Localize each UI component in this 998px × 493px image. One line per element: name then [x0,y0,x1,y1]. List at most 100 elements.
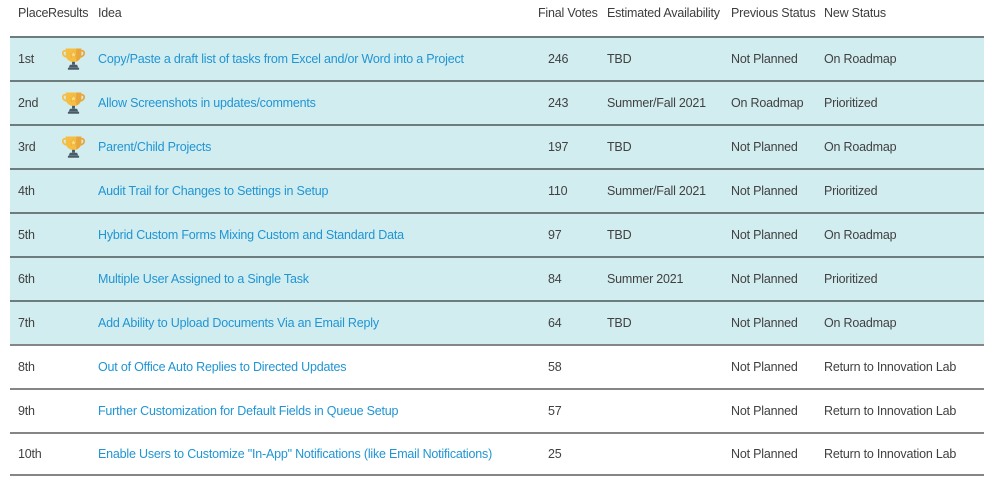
idea-cell: Parent/Child Projects [98,140,538,154]
table-row: 10th Enable Users to Customize "In-App" [10,432,984,476]
new-status-cell: Return to Innovation Lab [824,447,957,461]
column-header-final-votes: Final Votes [538,6,598,20]
estimated-availability-cell: TBD [607,316,632,330]
results-cell [48,441,98,467]
previous-status-cell: Not Planned [731,316,798,330]
trophy-icon [61,136,85,158]
idea-link[interactable]: Multiple User Assigned to a Single Task [98,272,309,286]
table-row: 9th Further Customization for Default F [10,388,984,432]
idea-link[interactable]: Allow Screenshots in updates/comments [98,96,316,110]
idea-link[interactable]: Hybrid Custom Forms Mixing Custom and St… [98,228,404,242]
new-status-cell: On Roadmap [824,228,897,242]
idea-cell: Add Ability to Upload Documents Via an E… [98,316,538,330]
idea-cell: Copy/Paste a draft list of tasks from Ex… [98,52,538,66]
idea-link[interactable]: Enable Users to Customize "In-App" Notif… [98,447,493,461]
final-votes-cell: 246 [548,52,569,66]
final-votes-cell: 197 [548,140,569,154]
table-row: 1st Copy/Paste a draft list of tasks fr [10,36,984,80]
new-status-cell: On Roadmap [824,140,897,154]
place-cell: 8th [18,360,35,374]
table-body: 1st Copy/Paste a draft list of tasks fr [10,36,984,476]
previous-status-cell: On Roadmap [731,96,804,110]
idea-link[interactable]: Audit Trail for Changes to Settings in S… [98,184,329,198]
idea-cell: Multiple User Assigned to a Single Task [98,272,538,286]
estimated-availability-cell: TBD [607,228,632,242]
column-header-idea: Idea [98,6,122,20]
results-cell [48,222,98,248]
new-status-cell: Return to Innovation Lab [824,404,957,418]
trophy-icon [61,92,85,114]
new-status-cell: On Roadmap [824,316,897,330]
results-cell [48,46,98,72]
idea-cell: Further Customization for Default Fields… [98,404,538,418]
idea-link[interactable]: Further Customization for Default Fields… [98,404,399,418]
place-cell: 7th [18,316,35,330]
idea-link[interactable]: Parent/Child Projects [98,140,212,154]
table-row: 7th Add Ability to Upload Documents Via [10,300,984,344]
final-votes-cell: 84 [548,272,562,286]
place-cell: 4th [18,184,35,198]
column-header-place: Place [18,6,49,20]
idea-cell: Enable Users to Customize "In-App" Notif… [98,447,538,461]
column-header-estimated-availability: Estimated Availability [607,6,720,20]
idea-link[interactable]: Out of Office Auto Replies to Directed U… [98,360,347,374]
final-votes-cell: 110 [548,184,568,198]
table-row: 5th Hybrid Custom Forms Mixing Custom a [10,212,984,256]
place-cell: 10th [18,447,42,461]
final-votes-cell: 64 [548,316,562,330]
results-cell [48,354,98,380]
new-status-cell: On Roadmap [824,52,897,66]
previous-status-cell: Not Planned [731,404,798,418]
results-cell [48,310,98,336]
table-header-row: Place Results Idea Final Votes Estimated… [10,0,984,36]
table-row: 8th Out of Office Auto Replies to Direc [10,344,984,388]
table-row: 2nd Allow Screenshots in updates/commen [10,80,984,124]
column-header-results: Results [48,6,89,20]
idea-cell: Allow Screenshots in updates/comments [98,96,538,110]
results-cell [48,398,98,424]
new-status-cell: Prioritized [824,96,878,110]
column-header-new-status: New Status [824,6,886,20]
estimated-availability-cell: Summer/Fall 2021 [607,184,706,198]
place-cell: 5th [18,228,35,242]
estimated-availability-cell: Summer 2021 [607,272,684,286]
idea-cell: Audit Trail for Changes to Settings in S… [98,184,538,198]
previous-status-cell: Not Planned [731,447,798,461]
estimated-availability-cell: Summer/Fall 2021 [607,96,706,110]
new-status-cell: Prioritized [824,272,878,286]
place-cell: 2nd [18,96,39,110]
previous-status-cell: Not Planned [731,140,798,154]
idea-link[interactable]: Add Ability to Upload Documents Via an E… [98,316,379,330]
results-cell [48,266,98,292]
trophy-icon [61,48,85,70]
estimated-availability-cell: TBD [607,140,632,154]
ideas-leaderboard-table: Place Results Idea Final Votes Estimated… [10,0,984,476]
place-cell: 3rd [18,140,36,154]
final-votes-cell: 97 [548,228,562,242]
place-cell: 1st [18,52,35,66]
final-votes-cell: 243 [548,96,569,110]
table-row: 3rd Parent/Child Projects 197 [10,124,984,168]
final-votes-cell: 25 [548,447,562,461]
new-status-cell: Return to Innovation Lab [824,360,957,374]
column-header-previous-status: Previous Status [731,6,816,20]
idea-cell: Hybrid Custom Forms Mixing Custom and St… [98,228,538,242]
new-status-cell: Prioritized [824,184,878,198]
results-cell [48,134,98,160]
previous-status-cell: Not Planned [731,228,798,242]
place-cell: 6th [18,272,35,286]
idea-link[interactable]: Copy/Paste a draft list of tasks from Ex… [98,52,464,66]
results-cell [48,178,98,204]
final-votes-cell: 58 [548,360,562,374]
final-votes-cell: 57 [548,404,562,418]
place-cell: 9th [18,404,35,418]
idea-cell: Out of Office Auto Replies to Directed U… [98,360,538,374]
table-row: 4th Audit Trail for Changes to Settings [10,168,984,212]
previous-status-cell: Not Planned [731,360,798,374]
previous-status-cell: Not Planned [731,272,798,286]
previous-status-cell: Not Planned [731,184,798,198]
previous-status-cell: Not Planned [731,52,798,66]
estimated-availability-cell: TBD [607,52,632,66]
results-cell [48,90,98,116]
table-row: 6th Multiple User Assigned to a Single [10,256,984,300]
